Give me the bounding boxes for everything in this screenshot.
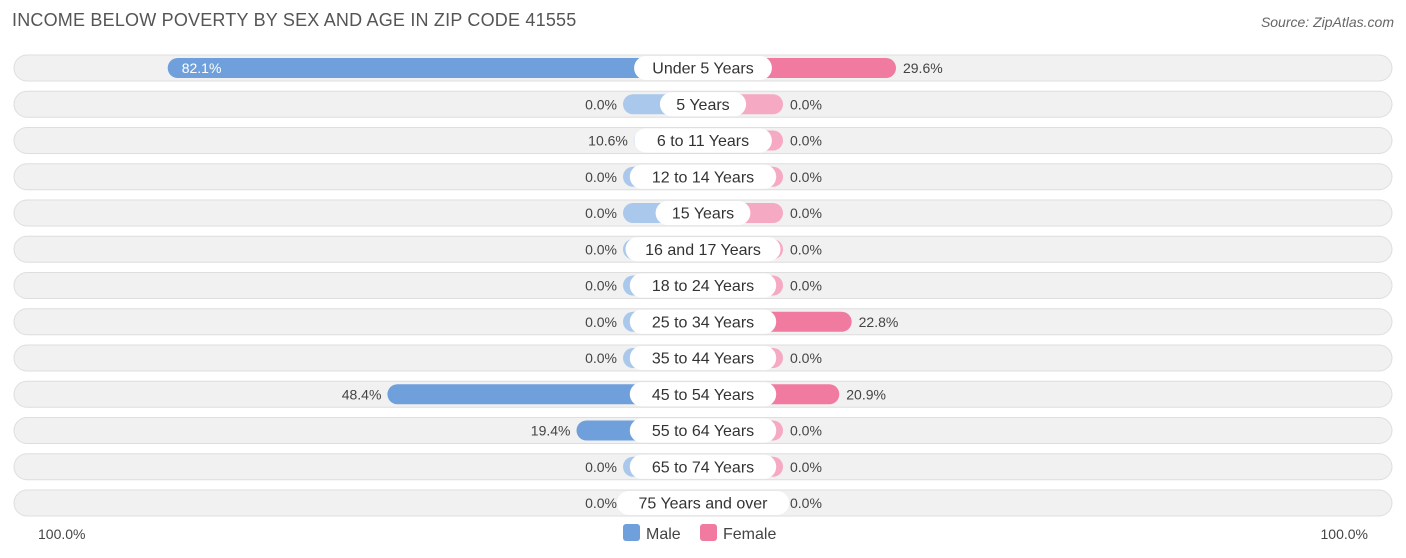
- category-label: 65 to 74 Years: [652, 459, 754, 476]
- chart-row: 0.0% 0.0% 16 and 17 Years: [13, 235, 1393, 263]
- category-label: 45 to 54 Years: [652, 387, 754, 404]
- chart-row: 10.6% 0.0% 6 to 11 Years: [13, 127, 1393, 154]
- value-label-female: 29.6%: [903, 60, 943, 76]
- category-label: 35 to 44 Years: [652, 351, 754, 368]
- value-label-male: 0.0%: [585, 241, 617, 257]
- category-pill: [634, 128, 772, 153]
- value-label-male: 0.0%: [585, 314, 617, 330]
- value-label-male: 0.0%: [585, 495, 617, 511]
- chart-row: 0.0% 0.0% 35 to 44 Years: [13, 344, 1393, 372]
- category-label: Under 5 Years: [652, 61, 753, 78]
- value-label-female: 0.0%: [790, 169, 822, 185]
- category-label: 6 to 11 Years: [657, 133, 749, 150]
- category-label: 5 Years: [676, 97, 729, 114]
- chart-title: INCOME BELOW POVERTY BY SEX AND AGE IN Z…: [12, 10, 577, 30]
- value-label-female: 0.0%: [790, 205, 822, 221]
- chart-row: 0.0% 0.0% 65 to 74 Years: [13, 453, 1393, 481]
- bar-male: [167, 58, 703, 78]
- value-label-female: 0.0%: [790, 278, 822, 294]
- value-label-female: 20.9%: [846, 386, 886, 402]
- value-label-female: 0.0%: [790, 423, 822, 439]
- category-pill: [629, 454, 777, 479]
- category-label: 25 to 34 Years: [652, 314, 754, 331]
- value-label-female: 0.0%: [790, 241, 822, 257]
- category-label: 16 and 17 Years: [645, 242, 761, 259]
- chart-row: 0.0% 0.0% 75 Years and over: [13, 489, 1393, 517]
- value-label-male: 0.0%: [585, 278, 617, 294]
- category-label: 18 to 24 Years: [652, 278, 754, 295]
- value-label-male: 0.0%: [585, 205, 617, 221]
- value-label-male: 19.4%: [531, 423, 571, 439]
- legend-female-label: Female: [723, 526, 776, 543]
- value-label-female: 0.0%: [790, 495, 822, 511]
- value-label-male: 0.0%: [585, 459, 617, 475]
- value-label-male: 82.1%: [182, 60, 222, 76]
- category-pill: [629, 346, 777, 370]
- bar-male: [387, 384, 703, 405]
- value-label-female: 0.0%: [790, 350, 822, 366]
- category-pill: [629, 418, 777, 443]
- chart-row: 0.0% 0.0% 18 to 24 Years: [13, 272, 1393, 299]
- chart-row: 0.0% 22.8% 25 to 34 Years: [13, 308, 1393, 336]
- value-label-female: 22.8%: [859, 314, 899, 330]
- chart-row: 0.0% 0.0% 12 to 14 Years: [13, 163, 1393, 191]
- chart-row: 0.0% 0.0% 5 Years: [13, 90, 1393, 118]
- legend-female-swatch: [700, 524, 717, 541]
- category-label: 75 Years and over: [639, 496, 769, 513]
- chart-row: 19.4% 0.0% 55 to 64 Years: [13, 417, 1393, 444]
- value-label-male: 0.0%: [585, 96, 617, 112]
- value-label-male: 48.4%: [342, 386, 382, 402]
- category-pill: [629, 273, 777, 298]
- value-label-female: 0.0%: [790, 96, 822, 112]
- value-label-female: 0.0%: [790, 459, 822, 475]
- axis-left-label: 100.0%: [38, 526, 85, 542]
- value-label-male: 0.0%: [585, 350, 617, 366]
- category-label: 15 Years: [672, 206, 734, 223]
- category-pill: [629, 309, 777, 334]
- chart-row: 82.1% 29.6% Under 5 Years: [13, 54, 1393, 82]
- chart-row: 0.0% 0.0% 15 Years: [13, 199, 1393, 227]
- category-pill: [616, 491, 790, 515]
- category-pill: [629, 164, 777, 189]
- category-pill: [655, 201, 751, 225]
- legend-male-swatch: [623, 524, 640, 541]
- legend: Male Female: [623, 524, 776, 543]
- value-label-female: 0.0%: [790, 133, 822, 149]
- category-label: 55 to 64 Years: [652, 423, 754, 440]
- value-label-male: 0.0%: [585, 169, 617, 185]
- category-pill: [625, 237, 781, 262]
- legend-male-label: Male: [646, 526, 681, 543]
- category-label: 12 to 14 Years: [652, 169, 754, 186]
- axis-right-label: 100.0%: [1321, 526, 1368, 542]
- value-label-male: 10.6%: [588, 133, 628, 149]
- source-label: Source: ZipAtlas.com: [1260, 14, 1394, 30]
- category-pill: [634, 56, 772, 80]
- category-pill: [629, 382, 777, 407]
- chart-row: 48.4% 20.9% 45 to 54 Years: [13, 380, 1393, 408]
- category-pill: [659, 92, 747, 117]
